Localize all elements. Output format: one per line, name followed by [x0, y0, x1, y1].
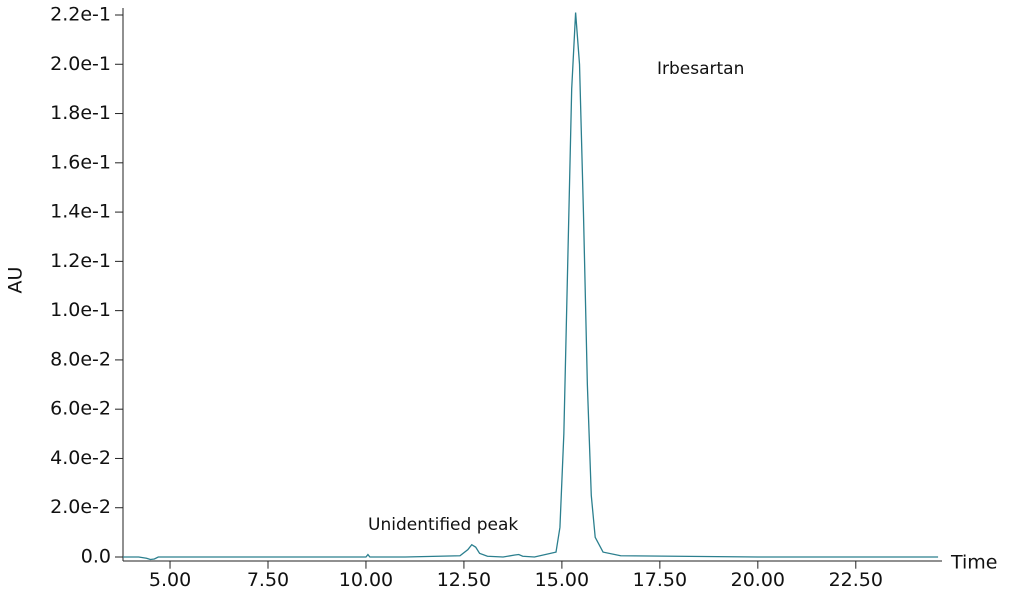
x-tick-label: 17.50: [633, 569, 687, 591]
y-tick-label: 1.6e-1: [50, 151, 111, 173]
y-tick-label: 2.0e-1: [50, 53, 111, 75]
y-tick-label: 2.0e-2: [50, 496, 111, 518]
y-tick-label: 1.4e-1: [50, 201, 111, 223]
annotation: Unidentified peak: [368, 515, 518, 535]
y-tick-label: 8.0e-2: [50, 348, 111, 370]
y-tick-label: 1.2e-1: [50, 250, 111, 272]
y-tick-label: 1.0e-1: [50, 299, 111, 321]
x-tick-label: 15.00: [535, 569, 589, 591]
x-tick-label: 10.00: [339, 569, 393, 591]
y-tick-label: 6.0e-2: [50, 398, 111, 420]
y-axis-label: AU: [5, 267, 27, 294]
x-tick-label: 20.00: [731, 569, 785, 591]
x-axis-label: Time: [950, 552, 998, 574]
y-tick-label: 1.8e-1: [50, 102, 111, 124]
y-tick-label: 0.0: [81, 546, 111, 568]
y-tick-label: 2.2e-1: [50, 3, 111, 25]
x-tick-label: 7.50: [247, 569, 289, 591]
y-tick-label: 4.0e-2: [50, 447, 111, 469]
annotation: Irbesartan: [657, 59, 744, 79]
x-tick-label: 12.50: [437, 569, 491, 591]
x-tick-label: 5.00: [149, 569, 191, 591]
x-tick-label: 22.50: [829, 569, 883, 591]
chromatogram-line: [123, 12, 939, 561]
